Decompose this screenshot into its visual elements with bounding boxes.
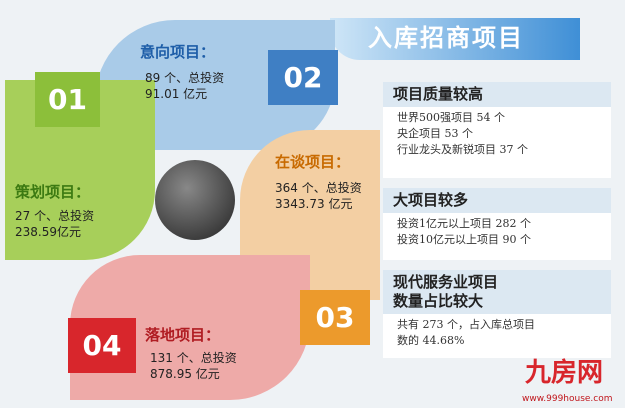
info-box-quality: 项目质量较高 世界500强项目 54 个央企项目 53 个行业龙头及新锐项目 3… <box>383 82 611 178</box>
stage-label-3: 在谈项目： <box>275 153 351 171</box>
stage-label-2: 意向项目： <box>140 43 216 61</box>
info-box-service: 现代服务业项目 数量占比较大 共有 273 个，占入库总项目 数的 44.68% <box>383 270 611 358</box>
stage-detail: 131 个、总投资 <box>150 351 237 365</box>
box-line: 数的 44.68% <box>397 334 465 347</box>
title-banner <box>330 18 580 60</box>
watermark-logo: 九房网 <box>525 358 604 388</box>
stage-number-1: 01 <box>35 72 100 127</box>
box-line: 行业龙头及新锐项目 37 个 <box>397 143 528 156</box>
box-line: 世界500强项目 54 个 <box>397 111 505 124</box>
box-line: 共有 273 个，占入库总项目 <box>397 318 535 331</box>
stage-label-4: 落地项目： <box>145 326 221 344</box>
stage-detail: 27 个、总投资 <box>15 209 95 223</box>
info-box-large: 大项目较多 投资1亿元以上项目 282 个投资10亿元以上项目 90 个 <box>383 188 611 260</box>
stage-detail: 238.59亿元 <box>15 225 81 239</box>
box-heading: 现代服务业项目 数量占比较大 <box>383 270 611 314</box>
box-line: 央企项目 53 个 <box>397 127 473 140</box>
stage-number-3: 03 <box>300 290 370 345</box>
box-heading: 项目质量较高 <box>383 82 611 107</box>
page-title: 入库招商项目 <box>368 24 524 52</box>
stage-number-4: 04 <box>68 318 136 373</box>
stage-detail: 3343.73 亿元 <box>275 197 353 211</box>
box-line: 投资10亿元以上项目 90 个 <box>397 233 531 246</box>
stage-detail: 878.95 亿元 <box>150 367 220 381</box>
stage-detail: 364 个、总投资 <box>275 181 362 195</box>
stage-detail: 91.01 亿元 <box>145 87 208 101</box>
watermark-url: www.999house.com <box>522 394 613 404</box>
stage-number-2: 02 <box>268 50 338 105</box>
box-heading: 大项目较多 <box>383 188 611 213</box>
center-circle <box>155 160 235 240</box>
stage-detail: 89 个、总投资 <box>145 71 225 85</box>
box-line: 投资1亿元以上项目 282 个 <box>397 217 531 230</box>
stage-label-1: 策划项目： <box>15 183 91 201</box>
